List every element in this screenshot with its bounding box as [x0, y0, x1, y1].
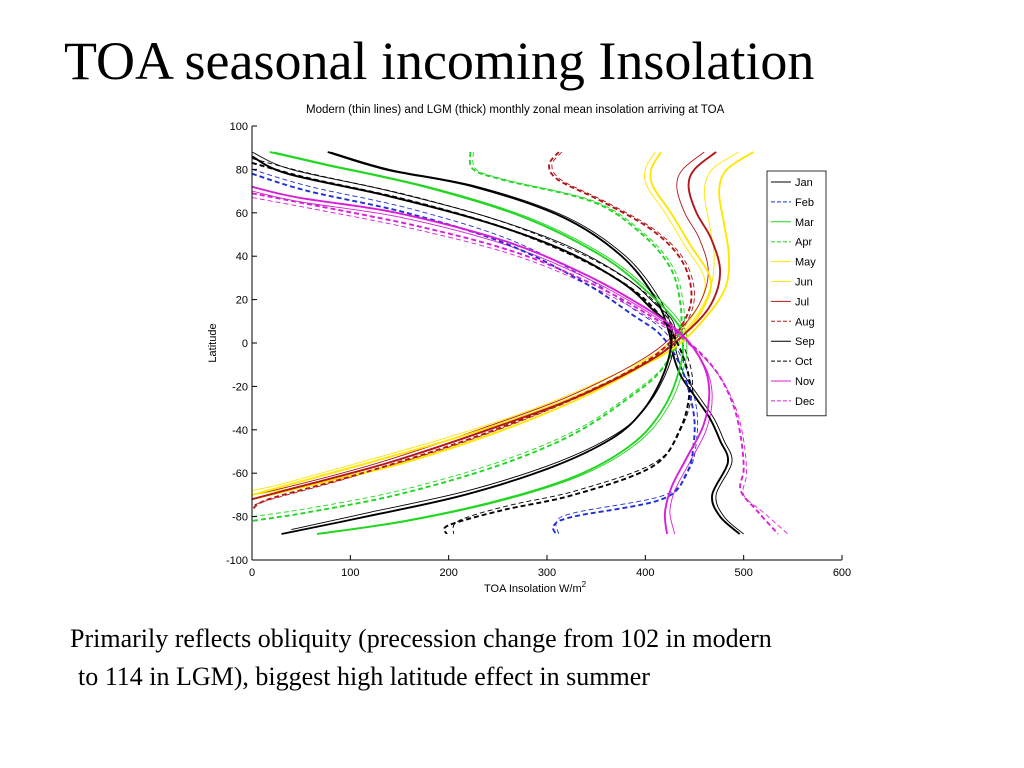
series-line-jan-modern: [330, 151, 744, 535]
series-line-dec-modern: [252, 197, 789, 535]
slide-title: TOA seasonal incoming Insolation: [64, 31, 815, 91]
series-line-jun-lgm: [252, 151, 755, 496]
series-line-feb-lgm: [252, 172, 696, 535]
y-tick-label: 40: [236, 251, 248, 263]
legend-label-jul: Jul: [795, 296, 809, 308]
series-line-sep-lgm: [252, 155, 673, 535]
y-tick-label: -80: [232, 512, 248, 524]
x-axis-label-sup: 2: [582, 580, 587, 589]
caption: Primarily reflects obliquity (precession…: [70, 620, 1010, 696]
series-line-jul-lgm: [252, 151, 722, 501]
x-tick-label: 300: [538, 567, 556, 579]
series-line-apr-modern: [252, 151, 685, 518]
series-line-jul-modern: [252, 151, 709, 496]
series-line-mar-modern: [273, 151, 688, 535]
x-tick-label: 400: [636, 567, 654, 579]
legend-label-feb: Feb: [795, 197, 814, 209]
axes-layer: 0 100 200 300 400 500 600 -100 -80 -60 -40 -20 0 20 40…: [226, 121, 851, 579]
legend-label-oct: Oct: [795, 356, 812, 368]
x-tick-label: 200: [439, 567, 457, 579]
x-tick-label: 0: [249, 567, 255, 579]
insolation-chart: 0 100 200 300 400 500 600 -100 -80 -60 -40 -20 0 20 40…: [207, 121, 851, 595]
legend-label-nov: Nov: [795, 376, 815, 388]
legend-label-aug: Aug: [795, 316, 815, 328]
x-axis-label-text: TOA Insolation W/m: [484, 583, 582, 595]
series-line-dec-lgm: [252, 192, 779, 535]
legend-label-apr: Apr: [795, 237, 812, 249]
x-tick-label: 500: [734, 567, 752, 579]
chart-title: Modern (thin lines) and LGM (thick) mont…: [306, 104, 725, 116]
series-line-feb-modern: [252, 168, 699, 535]
legend-label-sep: Sep: [795, 336, 815, 348]
legend-label-may: May: [795, 257, 816, 269]
y-tick-label: -20: [232, 381, 248, 393]
x-tick-label: 100: [341, 567, 359, 579]
y-axis-label: Latitude: [207, 323, 219, 362]
y-tick-label: 100: [230, 121, 248, 133]
y-tick-label: -100: [226, 555, 248, 567]
caption-line-1: Primarily reflects obliquity (precession…: [70, 624, 772, 653]
y-tick-label: 80: [236, 164, 248, 176]
caption-line-2: to 114 in LGM), biggest high latitude ef…: [78, 662, 650, 691]
legend-label-dec: Dec: [795, 396, 815, 408]
series-line-jan-lgm: [327, 151, 741, 535]
legend-label-jun: Jun: [795, 277, 813, 289]
x-tick-label: 600: [833, 567, 851, 579]
x-axis-label: TOA Insolation W/m2: [484, 580, 587, 595]
series-line-may-lgm: [252, 151, 713, 501]
series-line-nov-lgm: [252, 185, 711, 535]
y-tick-label: 0: [242, 338, 248, 350]
series-layer: [252, 151, 789, 535]
y-tick-label: -40: [232, 425, 248, 437]
series-line-oct-lgm: [252, 161, 691, 535]
legend-box: [766, 170, 827, 417]
legend-label-jan: Jan: [795, 177, 813, 189]
y-tick-label: 20: [236, 295, 248, 307]
series-line-mar-lgm: [269, 151, 684, 535]
legend-label-mar: Mar: [795, 217, 814, 229]
legend: Jan Feb Mar Apr May Jun Jul Aug Sep Oct Nov Dec: [766, 170, 827, 417]
y-tick-label: -60: [232, 468, 248, 480]
series-line-oct-modern: [252, 158, 694, 535]
y-tick-label: 60: [236, 208, 248, 220]
